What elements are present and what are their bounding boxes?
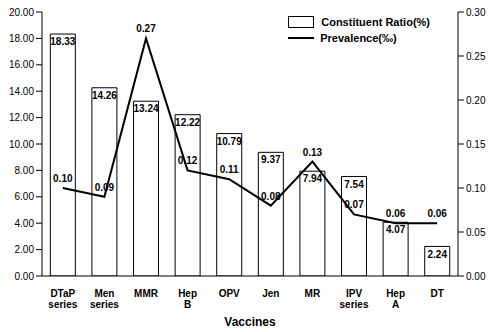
svg-text:8.00: 8.00: [15, 165, 35, 176]
svg-text:0.11: 0.11: [220, 164, 239, 175]
svg-text:0.08: 0.08: [261, 191, 281, 202]
svg-text:0.27: 0.27: [136, 23, 156, 34]
svg-text:0.07: 0.07: [344, 199, 364, 210]
svg-text:HepA: HepA: [386, 288, 405, 310]
svg-text:0.12: 0.12: [178, 155, 198, 166]
svg-text:0.30: 0.30: [466, 7, 486, 18]
svg-text:14.00: 14.00: [9, 86, 34, 97]
svg-text:7.54: 7.54: [344, 179, 364, 190]
svg-text:18.33: 18.33: [50, 36, 75, 47]
svg-text:0.10: 0.10: [53, 173, 73, 184]
svg-text:10.79: 10.79: [217, 136, 242, 147]
svg-text:2.24: 2.24: [427, 249, 447, 260]
svg-text:MR: MR: [305, 288, 321, 299]
svg-text:12.22: 12.22: [175, 117, 200, 128]
svg-text:0.20: 0.20: [466, 95, 486, 106]
svg-text:7.94: 7.94: [303, 173, 323, 184]
svg-text:2.00: 2.00: [15, 244, 35, 255]
svg-text:0.25: 0.25: [466, 51, 486, 62]
svg-text:16.00: 16.00: [9, 59, 34, 70]
svg-text:12.00: 12.00: [9, 112, 34, 123]
svg-text:0.05: 0.05: [466, 227, 486, 238]
svg-text:0.13: 0.13: [303, 147, 323, 158]
svg-text:10.00: 10.00: [9, 139, 34, 150]
svg-text:0.10: 0.10: [466, 183, 486, 194]
svg-text:Jen: Jen: [262, 288, 279, 299]
svg-text:0.06: 0.06: [427, 208, 447, 219]
svg-text:18.00: 18.00: [9, 33, 34, 44]
svg-text:0.00: 0.00: [466, 271, 486, 282]
svg-text:Menseries: Menseries: [90, 288, 119, 310]
svg-text:DTaPseries: DTaPseries: [48, 288, 77, 310]
svg-text:Vaccines: Vaccines: [224, 315, 276, 329]
svg-text:MMR: MMR: [134, 288, 159, 299]
svg-text:6.00: 6.00: [15, 191, 35, 202]
html-text:Prevalence(‰): Prevalence(‰): [320, 32, 397, 44]
svg-text:0.15: 0.15: [466, 139, 486, 150]
svg-text:4.07: 4.07: [386, 224, 406, 235]
svg-text:14.26: 14.26: [92, 90, 117, 101]
svg-text:0.06: 0.06: [386, 208, 406, 219]
svg-text:20.00: 20.00: [9, 7, 34, 18]
svg-text:DT: DT: [431, 288, 444, 299]
html-text:Constituent Ratio(%): Constituent Ratio(%): [321, 16, 430, 28]
svg-text:IPVseries: IPVseries: [340, 288, 369, 310]
svg-text:9.37: 9.37: [261, 154, 281, 165]
svg-text:0.09: 0.09: [95, 182, 115, 193]
svg-text:0.00: 0.00: [15, 271, 35, 282]
svg-text:13.24: 13.24: [134, 103, 159, 114]
svg-text:4.00: 4.00: [15, 218, 35, 229]
svg-text:HepB: HepB: [178, 288, 197, 310]
svg-text:OPV: OPV: [219, 288, 240, 299]
